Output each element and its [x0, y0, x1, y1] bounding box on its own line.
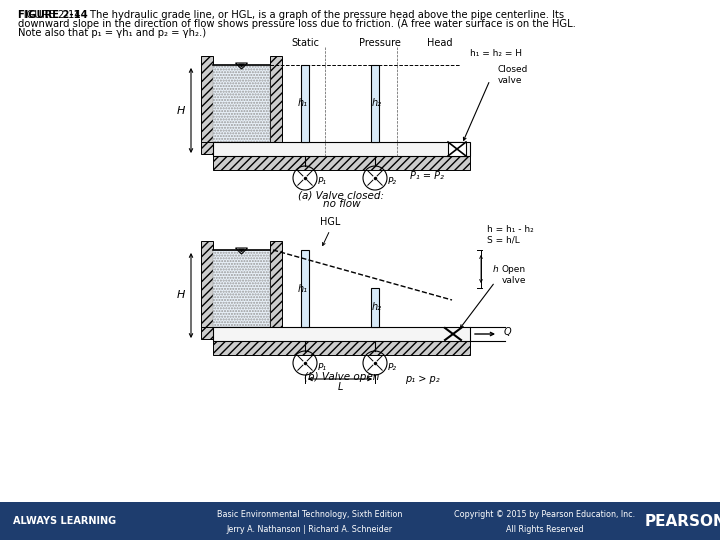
- Text: h₁ = h₂ = H: h₁ = h₂ = H: [470, 49, 522, 57]
- Bar: [448, 142, 466, 156]
- Text: PEARSON: PEARSON: [645, 514, 720, 529]
- Text: Note also that p₁ = γh₁ and p₂ = γh₂.): Note also that p₁ = γh₁ and p₂ = γh₂.): [18, 28, 206, 38]
- Polygon shape: [238, 249, 245, 252]
- Text: Q: Q: [504, 327, 512, 337]
- Text: no flow: no flow: [323, 199, 360, 209]
- Text: FIGURE 2-14   The hydraulic grade line, or HGL, is a graph of the pressure head : FIGURE 2-14 The hydraulic grade line, or…: [18, 10, 564, 20]
- Polygon shape: [238, 64, 245, 67]
- Text: Open
valve: Open valve: [502, 265, 526, 285]
- Text: h⁡: h⁡: [493, 265, 499, 273]
- Text: Head: Head: [427, 38, 453, 48]
- Text: h₂: h₂: [372, 98, 382, 109]
- Text: H: H: [177, 291, 185, 300]
- Text: Basic Environmental Technology, Sixth Edition: Basic Environmental Technology, Sixth Ed…: [217, 510, 402, 519]
- Text: L: L: [337, 382, 343, 392]
- Text: (a) Valve closed:: (a) Valve closed:: [299, 190, 384, 200]
- Text: HGL: HGL: [320, 217, 340, 227]
- Text: Jerry A. Nathanson | Richard A. Schneider: Jerry A. Nathanson | Richard A. Schneide…: [227, 525, 393, 534]
- Text: h₁: h₁: [298, 284, 308, 294]
- Text: P₁: P₁: [318, 178, 327, 186]
- Text: Static: Static: [291, 38, 319, 48]
- Text: P₂: P₂: [388, 362, 397, 372]
- Bar: [0, 502, 720, 540]
- Text: P₁ = P₂: P₁ = P₂: [410, 171, 444, 181]
- Bar: [213, 327, 470, 341]
- Bar: [371, 65, 379, 142]
- Text: All Rights Reserved: All Rights Reserved: [506, 525, 584, 534]
- Bar: [201, 241, 213, 327]
- Text: h₁: h₁: [298, 98, 308, 109]
- Bar: [213, 142, 470, 156]
- Bar: [213, 250, 270, 327]
- Bar: [213, 341, 470, 355]
- Bar: [201, 327, 282, 339]
- Text: downward slope in the direction of flow shows pressure loss due to friction. (A : downward slope in the direction of flow …: [18, 19, 576, 29]
- Bar: [201, 142, 282, 154]
- Text: Closed
valve: Closed valve: [498, 65, 528, 85]
- Text: p₁ > p₂: p₁ > p₂: [405, 374, 440, 384]
- Bar: [201, 56, 213, 142]
- Bar: [371, 288, 379, 327]
- Text: ALWAYS LEARNING: ALWAYS LEARNING: [14, 516, 117, 526]
- Bar: [213, 65, 270, 142]
- Text: S = h⁡/L: S = h⁡/L: [487, 235, 520, 245]
- Text: FIGURE 2-14: FIGURE 2-14: [18, 10, 88, 20]
- Bar: [301, 65, 309, 142]
- Text: (b) Valve open: (b) Valve open: [304, 372, 379, 382]
- Bar: [270, 241, 282, 327]
- Bar: [270, 56, 282, 142]
- Bar: [213, 156, 470, 170]
- Text: h₂: h₂: [372, 302, 382, 313]
- Text: Pressure: Pressure: [359, 38, 401, 48]
- Text: P₁: P₁: [318, 362, 327, 372]
- Bar: [301, 250, 309, 327]
- Text: P₂: P₂: [388, 178, 397, 186]
- Text: Copyright © 2015 by Pearson Education, Inc.: Copyright © 2015 by Pearson Education, I…: [454, 510, 636, 519]
- Text: h⁡ = h₁ - h₂: h⁡ = h₁ - h₂: [487, 226, 534, 234]
- Text: H: H: [177, 105, 185, 116]
